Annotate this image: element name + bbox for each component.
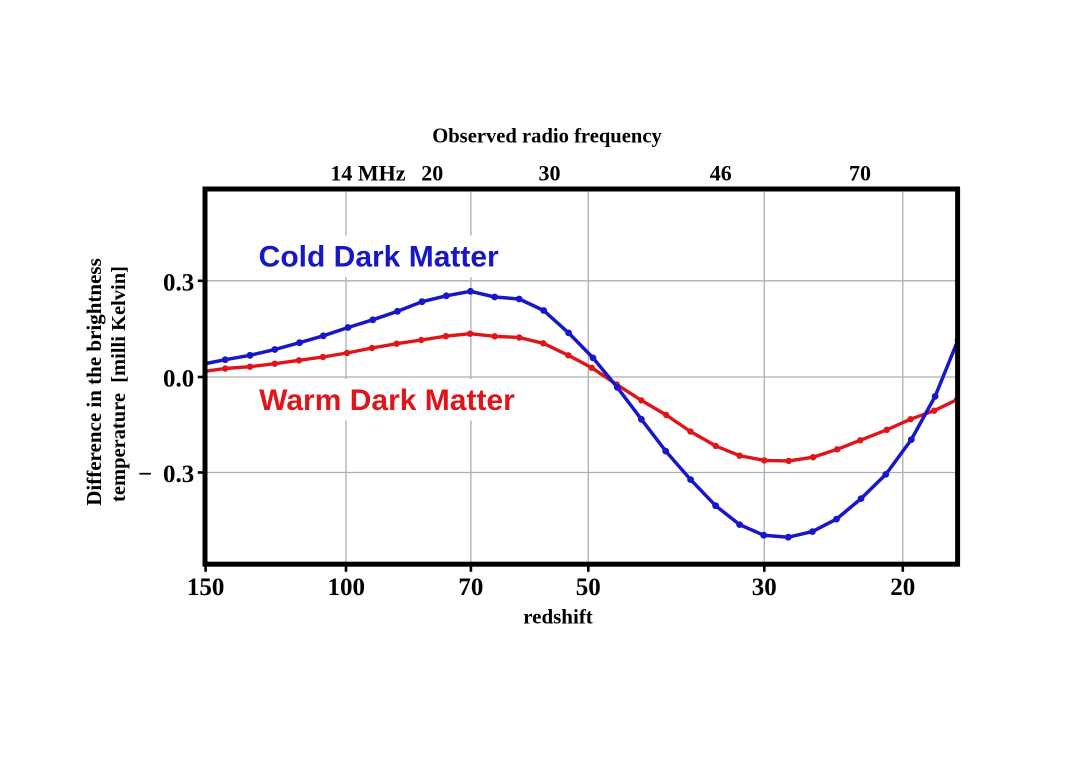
svg-text:−: − [138,461,152,488]
svg-text:0.3: 0.3 [163,461,194,488]
svg-text:14 MHz: 14 MHz [330,161,405,186]
svg-text:0.3: 0.3 [163,270,194,297]
svg-text:0.0: 0.0 [163,366,194,393]
svg-text:Warm Dark Matter: Warm Dark Matter [259,384,515,417]
svg-text:30: 30 [539,161,561,186]
svg-text:100: 100 [327,574,365,601]
svg-text:70: 70 [458,574,483,601]
svg-text:46: 46 [710,161,732,186]
svg-text:70: 70 [849,161,871,186]
svg-text:temperature [milli Kelvin]: temperature [milli Kelvin] [108,266,130,502]
svg-text:30: 30 [752,574,777,601]
svg-text:20: 20 [421,161,443,186]
svg-text:50: 50 [576,574,601,601]
svg-text:Observed radio frequency: Observed radio frequency [432,125,662,147]
svg-text:redshift: redshift [523,605,593,629]
svg-text:20: 20 [890,574,915,601]
svg-text:Difference in the brightness: Difference in the brightness [82,258,106,506]
svg-text:150: 150 [187,574,225,601]
svg-text:Cold Dark Matter: Cold Dark Matter [259,240,499,273]
